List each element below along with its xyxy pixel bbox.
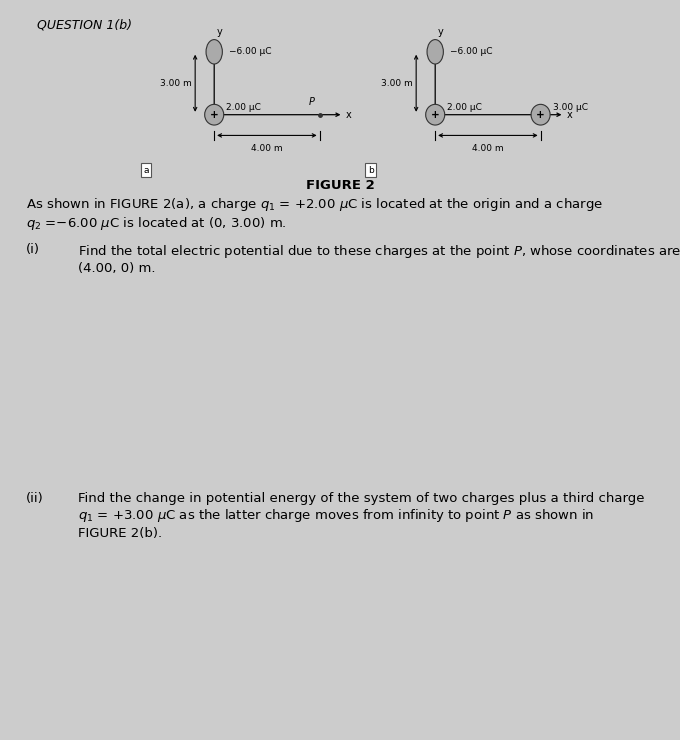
Text: P: P bbox=[309, 97, 314, 107]
Text: 3.00 m: 3.00 m bbox=[381, 78, 413, 88]
Circle shape bbox=[205, 104, 224, 125]
Circle shape bbox=[531, 104, 550, 125]
Text: 4.00 m: 4.00 m bbox=[251, 144, 283, 153]
Text: y: y bbox=[438, 27, 443, 37]
Circle shape bbox=[426, 104, 445, 125]
Text: Find the total electric potential due to these charges at the point $P$, whose c: Find the total electric potential due to… bbox=[78, 243, 680, 275]
Text: 2.00 μC: 2.00 μC bbox=[447, 103, 482, 112]
Text: y: y bbox=[217, 27, 222, 37]
Text: b: b bbox=[368, 166, 373, 175]
Text: Find the change in potential energy of the system of two charges plus a third ch: Find the change in potential energy of t… bbox=[78, 492, 645, 539]
Ellipse shape bbox=[427, 39, 443, 64]
Text: As shown in FIGURE 2(a), a charge $q_1$ = +2.00 $\mu$C is located at the origin : As shown in FIGURE 2(a), a charge $q_1$ … bbox=[26, 196, 602, 232]
Text: −6.00 μC: −6.00 μC bbox=[229, 47, 272, 56]
Text: +: + bbox=[431, 110, 439, 120]
Text: 4.00 m: 4.00 m bbox=[472, 144, 504, 153]
Text: (ii): (ii) bbox=[26, 492, 44, 505]
Text: a: a bbox=[143, 166, 149, 175]
Text: FIGURE 2: FIGURE 2 bbox=[305, 179, 375, 192]
Text: 3.00 m: 3.00 m bbox=[160, 78, 192, 88]
Text: (i): (i) bbox=[26, 243, 40, 256]
Text: x: x bbox=[566, 110, 572, 120]
Ellipse shape bbox=[206, 39, 222, 64]
Text: 3.00 μC: 3.00 μC bbox=[553, 103, 588, 112]
Text: +: + bbox=[210, 110, 218, 120]
Text: QUESTION 1(b): QUESTION 1(b) bbox=[37, 18, 133, 32]
Text: x: x bbox=[345, 110, 351, 120]
Text: 2.00 μC: 2.00 μC bbox=[226, 103, 261, 112]
Text: +: + bbox=[537, 110, 545, 120]
Text: −6.00 μC: −6.00 μC bbox=[450, 47, 492, 56]
